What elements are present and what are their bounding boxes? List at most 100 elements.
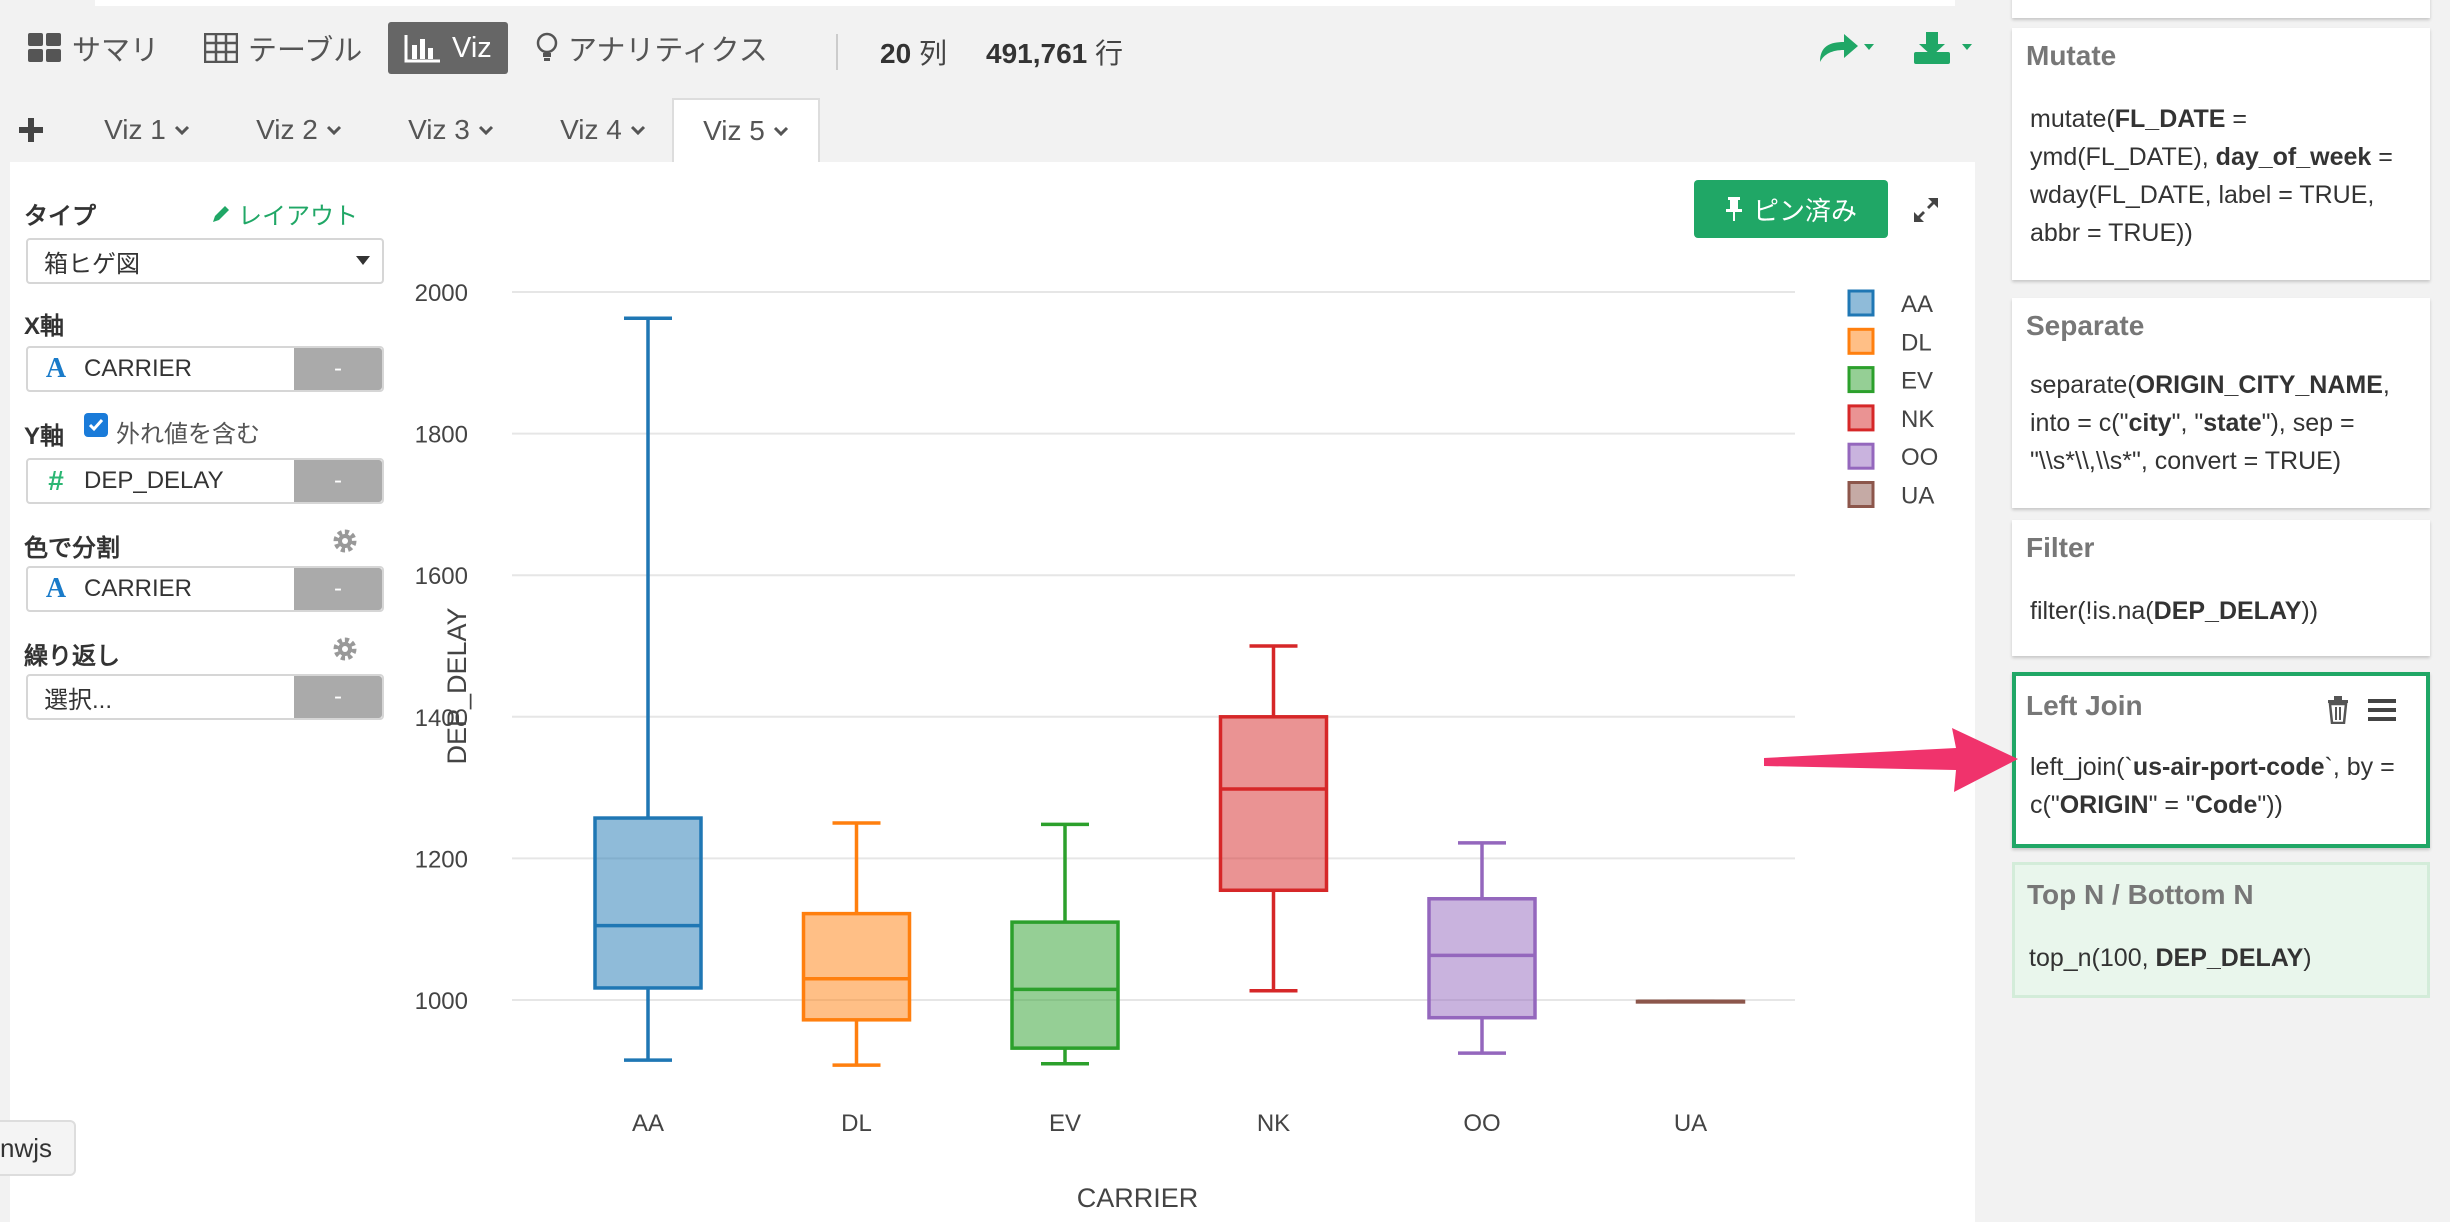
x-axis-field[interactable]: A CARRIER -: [26, 346, 384, 392]
previous-step-card[interactable]: [2012, 0, 2430, 18]
tab-label: Viz 3: [408, 114, 470, 145]
y-tick-label: 1000: [415, 988, 468, 1015]
color-split-remove-button[interactable]: -: [294, 568, 382, 610]
tab-viz-4[interactable]: Viz 4: [542, 98, 664, 162]
tab-viz-3[interactable]: Viz 3: [390, 98, 512, 162]
analytics-tab[interactable]: アナリティクス: [536, 22, 768, 74]
row-count-unit: 行: [1095, 38, 1124, 69]
menu-icon[interactable]: [2368, 698, 2396, 722]
row-count: 491,761 行: [986, 32, 1123, 72]
pinned-button[interactable]: ピン済み: [1694, 180, 1888, 238]
checkmark-icon: [88, 419, 104, 432]
step-keyword: state: [2203, 409, 2262, 437]
y-axis-label: Y軸: [24, 423, 65, 450]
gear-icon[interactable]: [332, 636, 358, 662]
legend-label: OO: [1901, 444, 1938, 471]
box-ev: [1010, 920, 1120, 1050]
viz-tab[interactable]: Viz: [388, 22, 508, 74]
x-tick-label: AA: [632, 1110, 664, 1137]
legend-swatch: [1847, 481, 1875, 508]
text-type-icon: A: [45, 573, 67, 604]
outlier-checkbox[interactable]: [84, 413, 108, 437]
step-card-mutate[interactable]: Mutate mutate(FL_DATE = ymd(FL_DATE), da…: [2012, 28, 2430, 280]
x-tick-label: UA: [1674, 1110, 1707, 1137]
tab-viz-5[interactable]: Viz 5: [672, 98, 820, 162]
step-keyword: FL_DATE: [2114, 105, 2226, 133]
legend-swatch: [1847, 289, 1875, 317]
repeat-label: 繰り返し: [24, 643, 120, 670]
y-axis-title: DEP_DELAY: [442, 607, 472, 764]
expand-icon[interactable]: [1910, 194, 1942, 226]
chart-type-select[interactable]: 箱ヒゲ図: [26, 238, 384, 284]
step-text: `, by = c(": [2030, 753, 2395, 819]
y-axis-remove-button[interactable]: -: [294, 460, 382, 502]
chart-type-value: 箱ヒゲ図: [44, 250, 140, 278]
tab-label: Viz 1: [104, 114, 166, 145]
column-count: 20 列: [880, 32, 947, 72]
x-tick-label: DL: [841, 1110, 872, 1137]
step-title: Top N / Bottom N: [2027, 879, 2254, 910]
bar-chart-icon: [404, 35, 440, 63]
gear-icon[interactable]: [332, 528, 358, 554]
callout-arrow: [1764, 728, 2018, 792]
y-axis-field[interactable]: # DEP_DELAY -: [26, 458, 384, 504]
step-title: Mutate: [2026, 40, 2117, 71]
step-text: ): [2303, 944, 2312, 972]
table-tab[interactable]: テーブル: [204, 22, 362, 74]
download-button[interactable]: [1910, 22, 1986, 74]
x-tick-label: EV: [1049, 1110, 1081, 1137]
step-card-filter[interactable]: Filter filter(!is.na(DEP_DELAY)): [2012, 520, 2430, 656]
tab-label: Viz 2: [256, 114, 318, 145]
step-text: )): [2301, 597, 2319, 625]
step-text: = ymd(FL_DATE),: [2030, 105, 2247, 171]
step-body: left_join(`us-air-port-code`, by = c("OR…: [2030, 748, 2420, 824]
color-split-field[interactable]: A CARRIER -: [26, 566, 384, 612]
x-axis-remove-button[interactable]: -: [294, 348, 382, 390]
step-title: Left Join: [2026, 690, 2143, 721]
chevron-down-icon: [773, 126, 788, 136]
x-tick-label: OO: [1463, 1110, 1500, 1137]
step-card-separate[interactable]: Separate separate(ORIGIN_CITY_NAME, into…: [2012, 298, 2430, 508]
viz-tabs: Viz 1 Viz 2 Viz 3 Viz 4 Viz 5: [0, 98, 1990, 162]
step-body: mutate(FL_DATE = ymd(FL_DATE), day_of_we…: [2030, 100, 2410, 252]
box-plot-chart: 1000 1200 1400 1600 1800 2000 DEP_DELAY CARRIER…: [415, 280, 1939, 1213]
chevron-down-icon: [174, 125, 189, 135]
legend-swatch: [1847, 404, 1875, 432]
column-count-unit: 列: [918, 38, 947, 69]
caret-down-icon: [356, 256, 370, 265]
add-tab-button[interactable]: [14, 98, 48, 162]
share-button[interactable]: [1816, 22, 1886, 74]
repeat-field[interactable]: 選択... -: [26, 674, 384, 720]
box-dl: [801, 911, 912, 1022]
trash-icon[interactable]: [2326, 696, 2350, 724]
step-text: "), sep = "\\s*\\,\\s*", convert = TRUE): [2030, 409, 2355, 475]
tab-viz-2[interactable]: Viz 2: [238, 98, 360, 162]
steps-panel: Mutate mutate(FL_DATE = ymd(FL_DATE), da…: [1990, 0, 2450, 1222]
y-tick-label: 1400: [415, 705, 468, 732]
y-tick-label: 1600: [415, 563, 468, 590]
step-text: , into = c(": [2030, 371, 2390, 437]
table-icon: [204, 33, 238, 63]
row-count-number: 491,761: [986, 38, 1088, 69]
summary-tab[interactable]: サマリ: [28, 22, 159, 74]
layout-link[interactable]: レイアウト: [210, 196, 358, 231]
text-type-icon: A: [45, 353, 67, 384]
step-body: filter(!is.na(DEP_DELAY)): [2030, 592, 2420, 630]
step-text: = wday(FL_DATE, label = TRUE, abbr = TRU…: [2030, 143, 2393, 247]
toolbar: サマリ テーブル Viz アナリティクス 20 列 491,761 行: [0, 22, 1990, 78]
step-card-top-n[interactable]: Top N / Bottom N top_n(100, DEP_DELAY): [2012, 862, 2430, 998]
legend-label: NK: [1901, 406, 1934, 433]
box-aa: [593, 816, 703, 990]
step-keyword: ORIGIN_CITY_NAME: [2135, 371, 2383, 399]
pinned-label: ピン済み: [1752, 195, 1857, 226]
pin-icon: [1725, 197, 1742, 221]
y-tick-label: 2000: [415, 280, 468, 307]
repeat-remove-button[interactable]: -: [294, 676, 382, 718]
step-text: separate(: [2030, 371, 2136, 399]
step-keyword: city: [2128, 409, 2172, 437]
tab-viz-1[interactable]: Viz 1: [86, 98, 208, 162]
color-split-value: CARRIER: [84, 575, 193, 602]
share-arrow-icon: [1820, 34, 1874, 62]
step-card-left-join[interactable]: Left Join left_join(`us-air-port-code`, …: [2012, 672, 2430, 848]
download-icon: [1914, 32, 1972, 64]
